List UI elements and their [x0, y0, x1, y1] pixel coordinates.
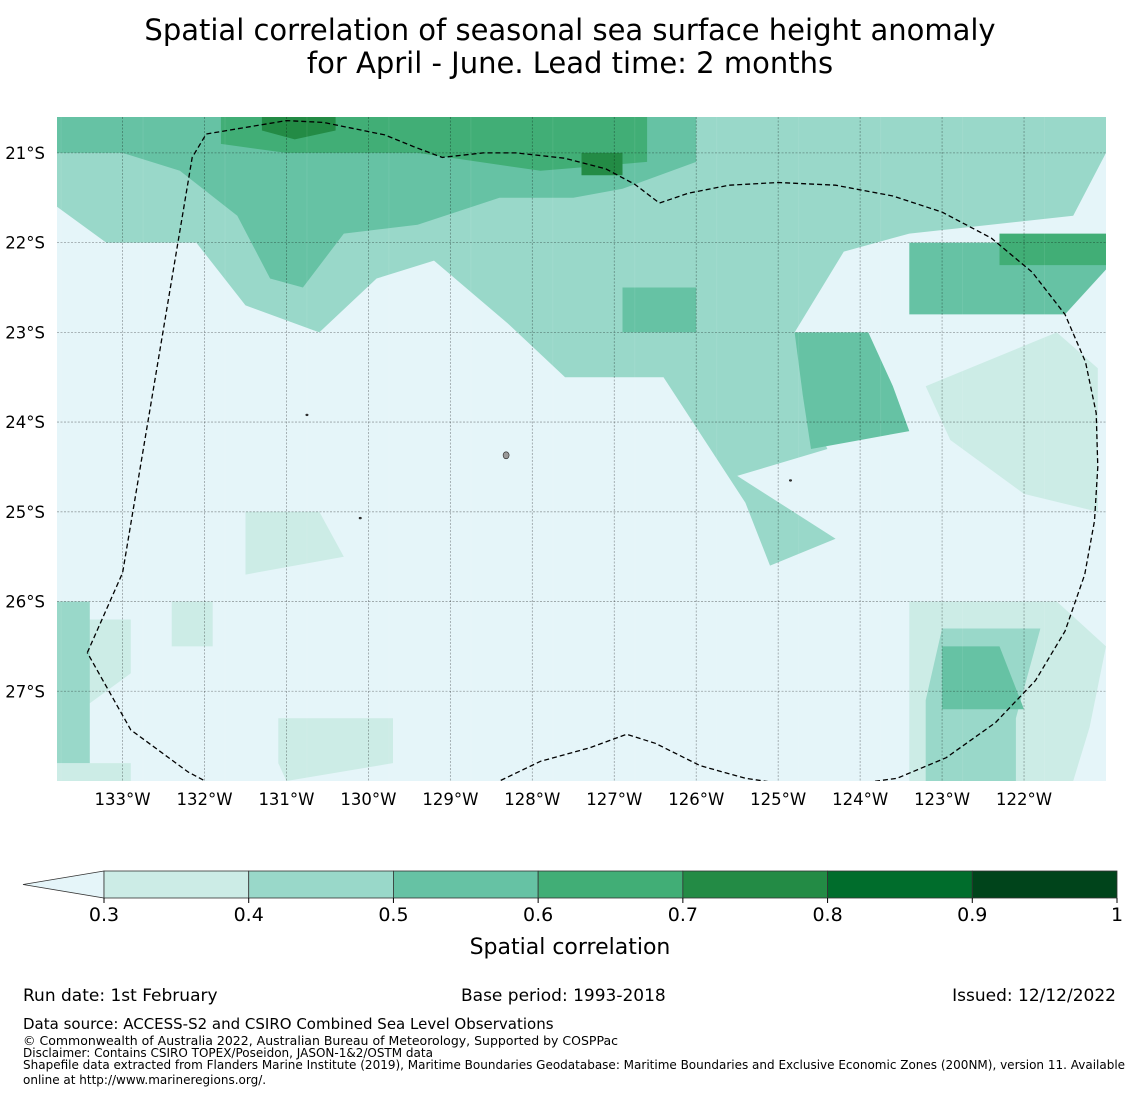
correlation-region-8: [794, 332, 910, 449]
colorbar-bins: [103, 870, 1118, 899]
lon-label: 128°W: [504, 790, 560, 809]
colorbar-tick-label: 0.7: [668, 904, 698, 926]
lon-label: 127°W: [586, 790, 642, 809]
issued-date: Issued: 12/12/2022: [952, 986, 1116, 1006]
lon-label: 133°W: [95, 790, 151, 809]
lon-label: 130°W: [340, 790, 396, 809]
lon-label: 123°W: [914, 790, 970, 809]
gridlines: [57, 117, 1106, 781]
lat-label: 22°S: [5, 234, 45, 253]
lon-label: 126°W: [668, 790, 724, 809]
correlation-region-15: [57, 601, 90, 764]
colorbar-bin: [393, 870, 539, 899]
eez-boundary: [86, 119, 1099, 781]
colorbar-ticks: 0.3 0.4 0.5 0.6 0.7 0.8 0.9 1: [89, 898, 1123, 926]
lat-label: 21°S: [5, 144, 45, 163]
run-date: Run date: 1st February: [23, 986, 218, 1006]
colorbar-label: Spatial correlation: [470, 935, 671, 960]
data-source: Data source: ACCESS-S2 and CSIRO Combine…: [23, 1015, 554, 1033]
correlation-region-16: [171, 601, 213, 647]
islet-marker: [358, 516, 362, 520]
correlation-region-5: [261, 117, 336, 140]
colorbar-under-arrow: [22, 870, 105, 899]
correlation-region-10: [999, 233, 1106, 266]
grid-cell-layer: [60, 117, 1046, 781]
colorbar-bin: [827, 870, 973, 899]
correlation-region-13: [57, 763, 131, 781]
title-line-2: for April - June. Lead time: 2 months: [306, 46, 834, 80]
colorbar-tick-label: 0.5: [378, 904, 408, 926]
colorbar-bin: [537, 870, 684, 899]
lon-label: 122°W: [996, 790, 1052, 809]
correlation-regions: [57, 117, 1106, 835]
colorbar-bin: [682, 870, 828, 899]
map-area: [57, 117, 1106, 835]
colorbar-bin: [103, 870, 250, 899]
chart-title: Spatial correlation of seasonal sea surf…: [0, 14, 1140, 80]
latitude-labels: 21°S 22°S 23°S 24°S 25°S 26°S 27°S: [5, 144, 45, 701]
lat-label: 24°S: [5, 413, 45, 432]
islet-marker: [788, 479, 792, 482]
colorbar-bin: [248, 870, 394, 899]
colorbar-tick-label: 0.4: [234, 904, 264, 926]
lon-label: 125°W: [750, 790, 806, 809]
lon-label: 131°W: [258, 790, 314, 809]
lon-label: 124°W: [832, 790, 888, 809]
colorbar-tick-label: 0.6: [523, 904, 553, 926]
correlation-region-12: [278, 718, 393, 781]
colorbar-bin: [971, 870, 1118, 899]
colorbar-tick-label: 1: [1111, 904, 1123, 926]
shapefile-credit-line-2: online at http://www.marineregions.org/.: [23, 1073, 267, 1087]
correlation-region-11: [245, 511, 344, 575]
islands: [305, 413, 792, 520]
lat-label: 25°S: [5, 503, 45, 522]
disclaimer: Disclaimer: Contains CSIRO TOPEX/Poseido…: [23, 1046, 433, 1060]
correlation-region-22: [942, 646, 1024, 710]
base-period: Base period: 1993-2018: [461, 986, 666, 1006]
colorbar-tick-label: 0.3: [89, 904, 119, 926]
correlation-region-2: [925, 332, 1098, 512]
lon-label: 129°W: [422, 790, 478, 809]
colorbar: 0.3 0.4 0.5 0.6 0.7 0.8 0.9 1 Spatial correlati…: [22, 870, 1123, 960]
lat-label: 27°S: [5, 682, 45, 701]
title-line-1: Spatial correlation of seasonal sea surf…: [144, 13, 996, 47]
copyright: © Commonwealth of Australia 2022, Austra…: [23, 1033, 618, 1048]
colorbar-tick-label: 0.8: [812, 904, 842, 926]
shapefile-credit-line-1: Shapefile data extracted from Flanders M…: [23, 1058, 1126, 1072]
longitude-labels: 133°W 132°W 131°W 130°W 129°W 128°W 127°W 126°W…: [95, 790, 1053, 809]
colorbar-tick-label: 0.9: [957, 904, 987, 926]
lat-label: 26°S: [5, 593, 45, 612]
map-figure: 21°S22°S23°S24°S25°S26°S27°S 133°W 132°W 1…: [5, 117, 1123, 960]
island-marker: [502, 451, 510, 460]
lat-label: 23°S: [5, 323, 45, 342]
correlation-region-7: [622, 287, 697, 333]
correlation-region-17: [418, 808, 516, 835]
lon-label: 132°W: [176, 790, 232, 809]
islet-marker: [305, 413, 309, 417]
correlation-region-6: [581, 152, 623, 176]
